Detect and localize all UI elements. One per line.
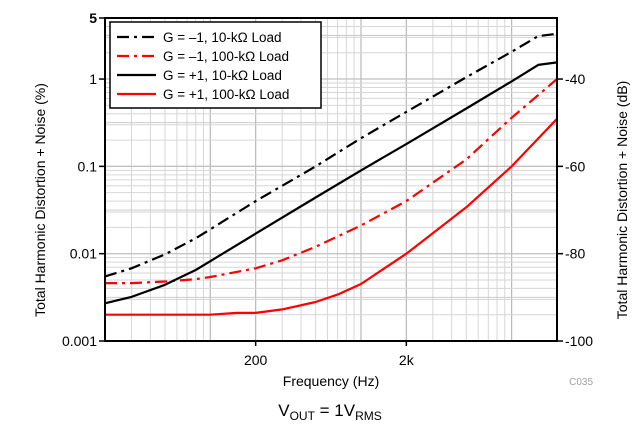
y2-tick-label: -60 [565, 158, 585, 174]
series-line [104, 61, 558, 305]
x-tick-label: 200 [244, 352, 268, 368]
y-tick-label: 1 [89, 71, 97, 87]
y-tick-label: 0.01 [70, 246, 97, 262]
y2-axis-title: Total Harmonic Distortion + Noise (dB) [614, 81, 630, 319]
figure-id: C035 [569, 377, 593, 388]
y-tick-label: 0.001 [62, 333, 97, 349]
x-tick-label: 2k [399, 352, 415, 368]
plot-frame [104, 17, 558, 342]
caption: VOUT = 1VRMS [278, 401, 382, 423]
series-line [105, 78, 558, 285]
legend-label: G = +1, 10-kΩ Load [163, 68, 282, 83]
y2-tick-label: -100 [565, 333, 593, 349]
y-tick-label: 0.1 [78, 158, 98, 174]
legend-label: G = +1, 100-kΩ Load [163, 87, 289, 102]
caption-sub-out: OUT [290, 409, 316, 423]
x-axis-title: Frequency (Hz) [283, 373, 379, 389]
caption-sub-rms: RMS [355, 409, 382, 423]
caption-v: V [278, 401, 290, 420]
legend-label: G = –1, 10-kΩ Load [163, 30, 282, 45]
y-axis-title: Total Harmonic Distortion + Noise (%) [32, 83, 48, 317]
series-lines [104, 32, 558, 316]
legend-label: G = –1, 100-kΩ Load [163, 49, 289, 64]
series-line [105, 118, 558, 316]
axis-ticks: 0.001 0.01 0.1 1 5 -100 -80 -60 -40 200 2k [62, 10, 593, 368]
y2-tick-label: -80 [565, 246, 585, 262]
y2-tick-label: -40 [565, 71, 585, 87]
y-tick-label: 5 [89, 10, 97, 26]
legend: G = –1, 10-kΩ Load G = –1, 100-kΩ Load G =… [109, 21, 322, 109]
caption-mid: = 1V [315, 401, 356, 420]
